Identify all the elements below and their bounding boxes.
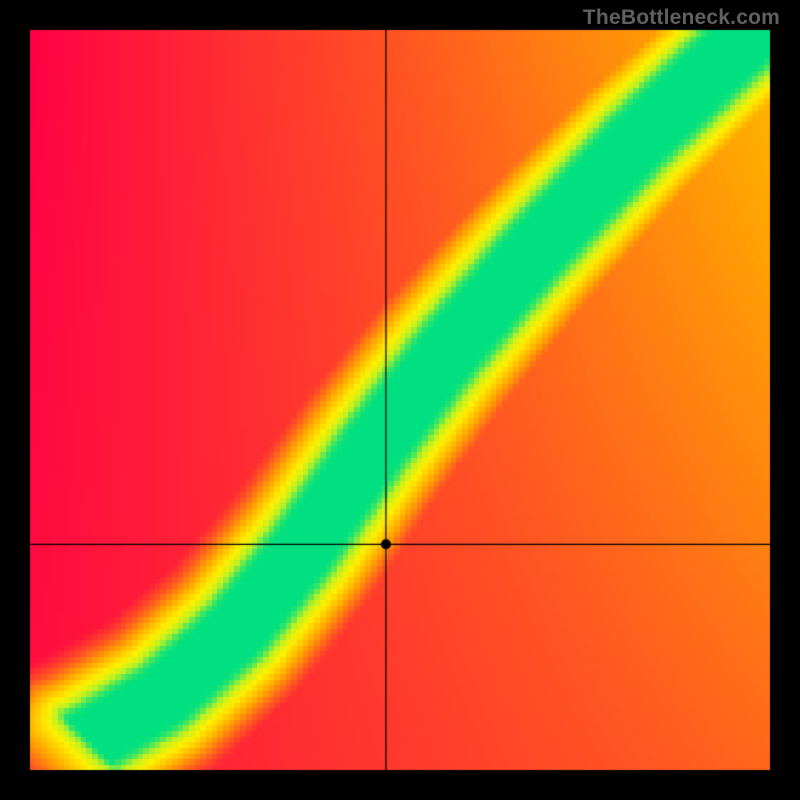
bottleneck-heatmap bbox=[0, 0, 800, 800]
chart-container: TheBottleneck.com bbox=[0, 0, 800, 800]
attribution-text: TheBottleneck.com bbox=[583, 6, 780, 30]
